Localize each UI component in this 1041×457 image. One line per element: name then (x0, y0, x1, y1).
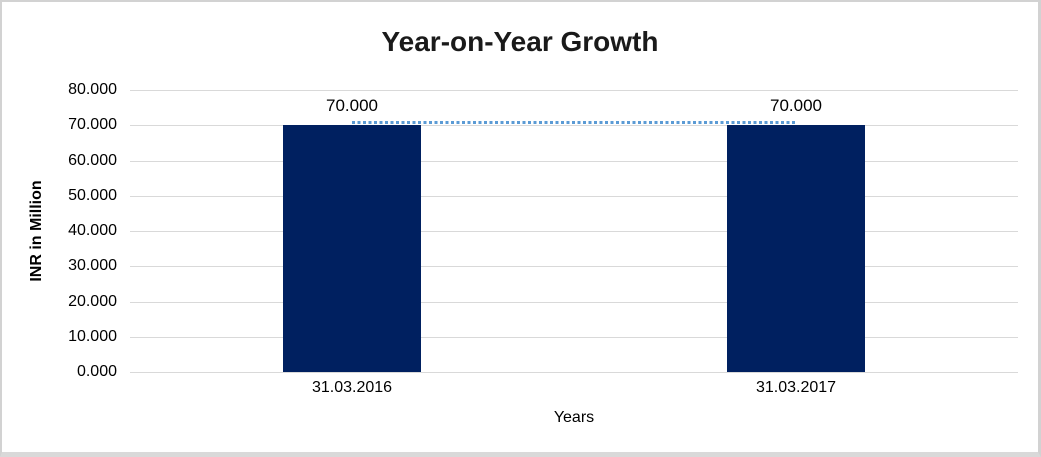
gridline (130, 90, 1018, 91)
gridline (130, 161, 1018, 162)
bar (727, 125, 865, 372)
y-tick-label: 70.000 (68, 116, 117, 133)
y-tick-label: 40.000 (68, 222, 117, 239)
gridline (130, 302, 1018, 303)
y-tick-label: 60.000 (68, 152, 117, 169)
y-tick-label: 0.000 (76, 363, 117, 380)
gridline (130, 372, 1018, 373)
bar-data-label: 70.000 (770, 96, 822, 115)
chart-title: Year-on-Year Growth (381, 26, 659, 57)
y-tick-label: 80.000 (68, 81, 117, 98)
bar-data-label: 70.000 (326, 96, 378, 115)
x-tick-label: 31.03.2017 (755, 379, 837, 396)
x-tick-label: 31.03.2016 (311, 379, 393, 396)
x-axis-title: Years (553, 409, 595, 426)
gridline (130, 125, 1018, 126)
gridline (130, 337, 1018, 338)
trend-line (352, 121, 796, 124)
gridline (130, 196, 1018, 197)
y-tick-label: 20.000 (68, 293, 117, 310)
y-tick-label: 10.000 (68, 328, 117, 345)
y-tick-label: 30.000 (68, 257, 117, 274)
plot-area: 70.000 70.000 (130, 90, 1018, 373)
bar (283, 125, 421, 372)
gridline (130, 266, 1018, 267)
y-tick-label: 50.000 (68, 187, 117, 204)
gridline (130, 231, 1018, 232)
